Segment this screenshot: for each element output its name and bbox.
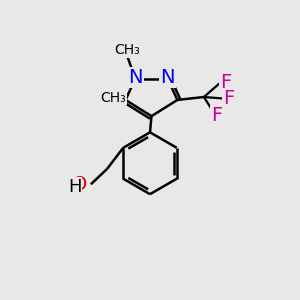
Text: O: O bbox=[72, 175, 87, 194]
Text: CH₃: CH₃ bbox=[100, 91, 126, 105]
Text: F: F bbox=[223, 89, 234, 108]
Text: F: F bbox=[211, 106, 222, 125]
Text: H: H bbox=[68, 178, 81, 196]
Text: N: N bbox=[128, 68, 142, 87]
Text: CH₃: CH₃ bbox=[114, 43, 140, 57]
Text: F: F bbox=[220, 74, 231, 92]
Text: N: N bbox=[160, 68, 175, 87]
